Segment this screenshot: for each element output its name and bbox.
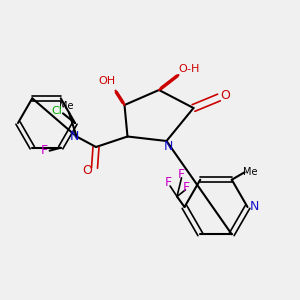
Text: N: N [69, 130, 79, 143]
Text: F: F [178, 167, 185, 181]
Text: Me: Me [59, 101, 74, 111]
Text: N: N [249, 200, 259, 214]
Text: F: F [182, 181, 190, 194]
Text: Me: Me [242, 167, 257, 177]
Text: O-H: O-H [178, 64, 200, 74]
Text: F: F [41, 144, 48, 157]
Text: OH: OH [98, 76, 116, 86]
Text: O: O [82, 164, 92, 177]
Text: N: N [164, 140, 174, 153]
Text: O: O [221, 89, 230, 103]
Text: Cl: Cl [52, 106, 62, 116]
Text: F: F [164, 176, 172, 190]
